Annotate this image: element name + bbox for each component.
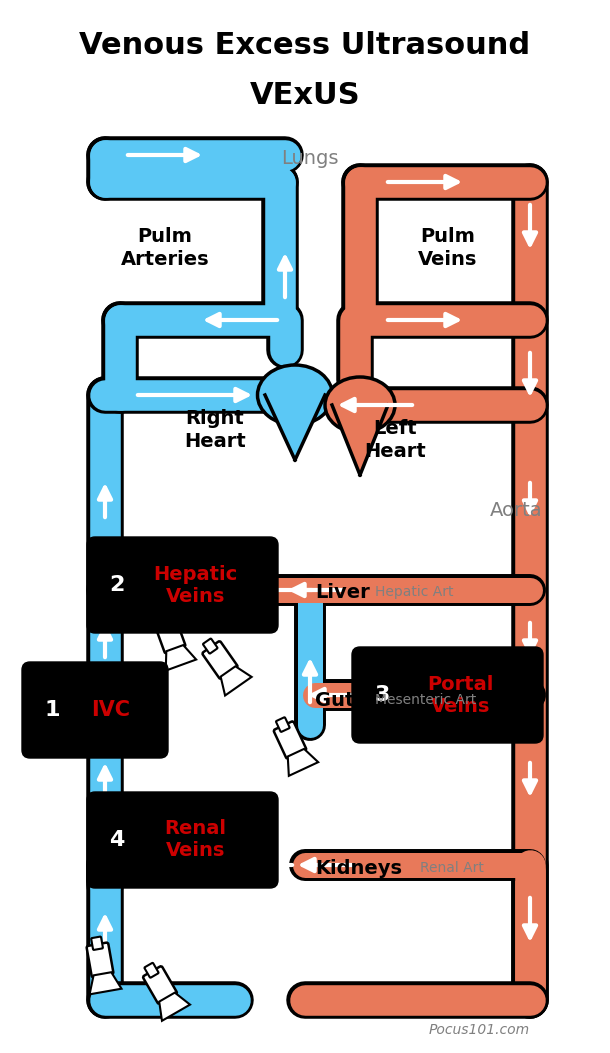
Text: Hepatic Art: Hepatic Art — [375, 585, 453, 599]
Text: 4: 4 — [109, 830, 124, 850]
FancyBboxPatch shape — [22, 662, 168, 758]
Text: 3: 3 — [375, 686, 390, 706]
Text: Pulm
Arteries: Pulm Arteries — [121, 226, 209, 270]
FancyBboxPatch shape — [158, 612, 171, 627]
Text: Left
Heart: Left Heart — [364, 419, 426, 461]
Polygon shape — [221, 667, 251, 695]
Text: Mesenteric Art: Mesenteric Art — [375, 693, 476, 707]
FancyBboxPatch shape — [92, 936, 103, 950]
Text: 1: 1 — [45, 700, 60, 720]
FancyBboxPatch shape — [203, 638, 217, 654]
Ellipse shape — [257, 365, 332, 425]
Text: Hepatic
Veins: Hepatic Veins — [154, 564, 238, 605]
Text: VExUS: VExUS — [249, 80, 361, 110]
Text: Kidneys: Kidneys — [315, 858, 402, 877]
FancyBboxPatch shape — [276, 717, 290, 732]
Text: Pocus101.com: Pocus101.com — [429, 1024, 530, 1037]
Polygon shape — [265, 395, 325, 460]
Text: Liver: Liver — [315, 582, 370, 601]
FancyBboxPatch shape — [87, 792, 278, 888]
Text: Pulm
Veins: Pulm Veins — [418, 226, 478, 270]
FancyBboxPatch shape — [203, 641, 237, 679]
FancyBboxPatch shape — [143, 967, 177, 1004]
Text: Venous Excess Ultrasound: Venous Excess Ultrasound — [79, 31, 531, 60]
Polygon shape — [90, 972, 121, 994]
Text: Renal
Veins: Renal Veins — [165, 819, 227, 860]
FancyBboxPatch shape — [55, 667, 65, 679]
Text: Gut: Gut — [315, 691, 354, 710]
FancyBboxPatch shape — [145, 962, 159, 977]
Polygon shape — [332, 405, 388, 475]
Text: Lungs: Lungs — [281, 148, 339, 167]
Text: Renal Art: Renal Art — [420, 861, 484, 875]
Text: Portal
Veins: Portal Veins — [428, 675, 494, 715]
FancyBboxPatch shape — [274, 721, 306, 758]
FancyBboxPatch shape — [87, 942, 113, 977]
Text: 2: 2 — [109, 575, 124, 595]
Text: IVC: IVC — [91, 700, 130, 720]
Polygon shape — [288, 749, 318, 776]
FancyBboxPatch shape — [352, 647, 543, 743]
Polygon shape — [159, 993, 190, 1020]
FancyBboxPatch shape — [155, 617, 185, 653]
FancyBboxPatch shape — [49, 674, 71, 706]
Ellipse shape — [325, 377, 395, 433]
Text: Aorta: Aorta — [490, 500, 543, 519]
FancyBboxPatch shape — [87, 537, 278, 633]
Polygon shape — [44, 704, 76, 722]
Polygon shape — [166, 645, 196, 671]
Text: Right
Heart: Right Heart — [184, 409, 246, 452]
